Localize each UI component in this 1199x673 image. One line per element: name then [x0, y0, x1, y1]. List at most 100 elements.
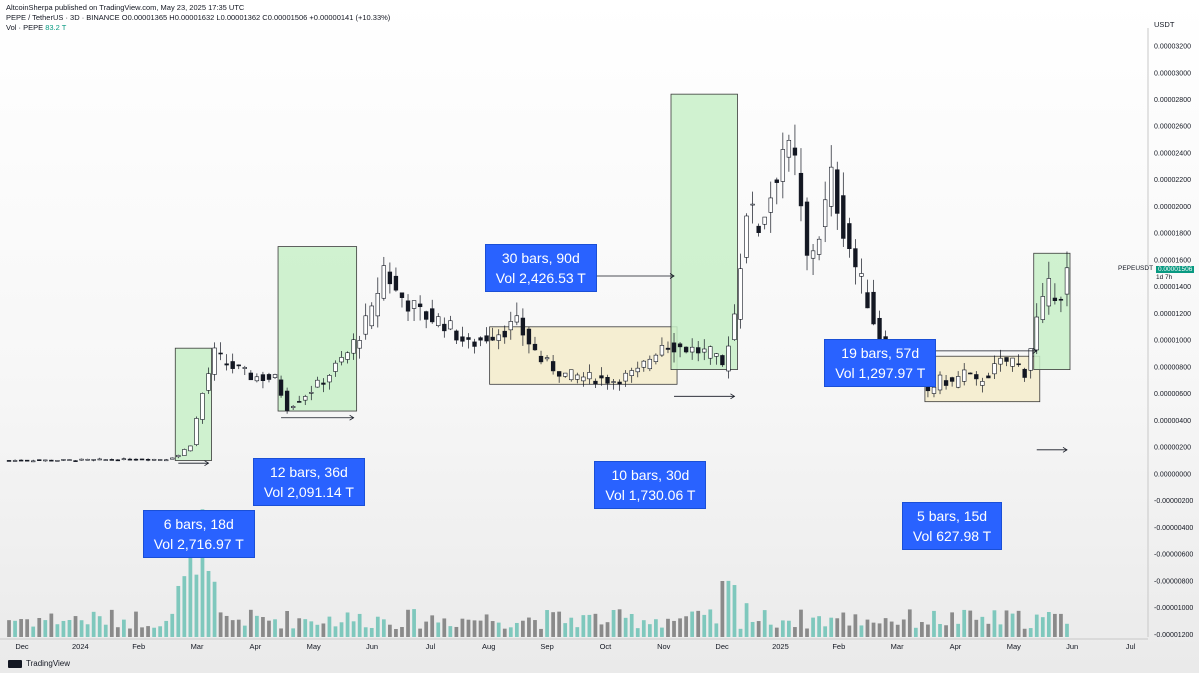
candle-body	[647, 358, 653, 370]
vol-label: Vol · PEPE	[6, 23, 44, 32]
callout-volume: Vol 2,091.14 T	[263, 483, 354, 500]
candle-body	[327, 375, 332, 383]
candle-body	[170, 457, 175, 460]
volume-bar	[1059, 613, 1063, 637]
candle-body	[605, 376, 610, 384]
volume-bar	[436, 622, 441, 637]
volume-bar	[267, 620, 271, 637]
candle-body	[611, 381, 616, 383]
candle-body	[962, 369, 967, 382]
candle-body	[599, 375, 604, 379]
volume-bar	[91, 611, 96, 637]
volume-bar	[514, 622, 519, 637]
volume-bar	[768, 624, 773, 637]
volume-bar	[774, 627, 779, 637]
volume-bar	[369, 627, 374, 637]
volume-bar	[539, 628, 543, 637]
candle-body	[145, 459, 151, 461]
volume-bar	[502, 628, 507, 637]
candle-body	[974, 374, 979, 380]
volume-bar	[762, 610, 767, 637]
candle-body	[822, 199, 828, 227]
candle-body	[24, 459, 30, 462]
volume-bar	[654, 619, 658, 637]
volume-bar	[442, 618, 447, 637]
candle-body	[526, 328, 532, 345]
candle-body	[12, 460, 18, 462]
y-tick-label: -0.00000800	[1154, 578, 1193, 585]
volume-bar	[508, 627, 513, 637]
volume-bar	[394, 628, 398, 637]
candle-body	[496, 334, 501, 341]
volume-bar	[158, 626, 163, 637]
volume-bar	[678, 618, 682, 637]
candle-body	[55, 460, 60, 462]
candle-body	[859, 273, 864, 277]
candle-body	[248, 372, 254, 381]
x-tick-label: Feb	[832, 642, 845, 651]
volume-bar	[333, 626, 338, 637]
candle-body	[333, 362, 338, 372]
candle-body	[339, 357, 344, 363]
volume-bar	[847, 625, 852, 637]
candle-body	[405, 300, 411, 312]
y-tick-label: 0.00001200	[1154, 311, 1191, 318]
candle-body	[67, 459, 72, 461]
volume-bar	[944, 625, 948, 637]
volume-bar	[877, 623, 882, 637]
candle-body	[43, 459, 48, 462]
candle-body	[260, 374, 266, 381]
callout-bars: 30 bars, 90d	[501, 249, 580, 266]
range-callout-3: 10 bars, 30d Vol 1,730.06 T	[594, 460, 707, 509]
volume-bar	[889, 621, 894, 637]
volume-bar	[424, 621, 429, 637]
candle-body	[750, 203, 755, 206]
x-tick-label: Aug	[482, 642, 495, 651]
volume-bar	[1004, 610, 1009, 637]
candle-body	[714, 353, 719, 357]
volume-bar	[206, 570, 211, 637]
volume-bar	[109, 609, 114, 637]
candle-body	[188, 445, 193, 452]
volume-bar	[309, 621, 314, 637]
volume-bar	[793, 627, 797, 637]
candle-body	[1022, 368, 1027, 378]
volume-bar	[43, 620, 48, 637]
candle-body	[363, 315, 368, 335]
candle-body	[472, 341, 477, 347]
candle-body	[756, 225, 761, 233]
candle-body	[762, 216, 767, 225]
volume-bar	[750, 621, 755, 637]
volume-bar	[490, 621, 495, 637]
volume-bar	[170, 613, 175, 637]
x-tick-label: May	[1007, 642, 1021, 651]
volume-bar	[962, 609, 967, 637]
candle-body	[617, 381, 622, 385]
candle-body	[224, 363, 229, 366]
y-tick-label: -0.00000200	[1154, 498, 1193, 505]
volume-bar	[146, 626, 150, 637]
volume-bar	[744, 603, 749, 637]
volume-bar	[799, 609, 803, 637]
candle-body	[798, 172, 804, 207]
candle-body	[345, 352, 350, 360]
volume-bar	[1065, 623, 1069, 637]
candle-body	[502, 330, 507, 338]
volume-bar	[599, 624, 604, 637]
volume-bar	[527, 617, 531, 637]
candle-body	[556, 371, 562, 377]
volume-bar	[321, 623, 326, 637]
volume-bar	[883, 618, 888, 637]
candle-body	[768, 197, 773, 213]
candle-body	[949, 377, 955, 382]
candle-body	[393, 275, 399, 291]
currency-label: USDT	[1154, 20, 1175, 29]
volume-bar	[134, 611, 138, 637]
volume-bar	[496, 622, 501, 637]
candle-body	[1064, 267, 1070, 295]
candle-body	[417, 303, 423, 308]
volume-bar	[19, 619, 23, 637]
y-tick-label: -0.00001000	[1154, 605, 1193, 612]
